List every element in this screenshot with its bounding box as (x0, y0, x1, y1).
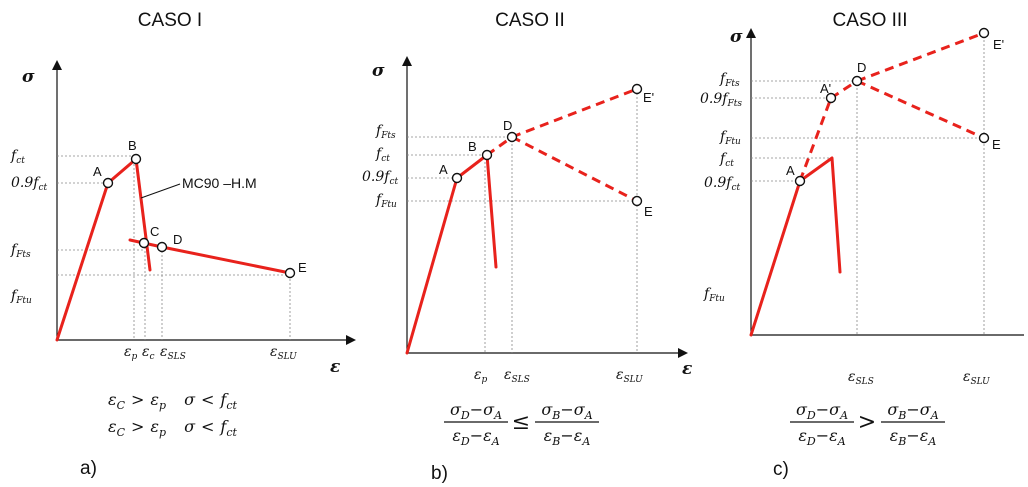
panel-1-xlabel-ec: εc (142, 344, 155, 362)
panel-2-point-e-prime: E' (643, 90, 654, 105)
panel-1-ylabel-fct: fct (10, 148, 25, 166)
panel-1-node-d (156, 241, 168, 253)
panel-3-point-a-prime: A' (820, 81, 831, 96)
panel-3-letter: c) (773, 459, 789, 480)
panel-1-node-b (130, 153, 142, 165)
panel-1-letter: a) (80, 458, 97, 479)
panel-2-curve-prepeak (405, 153, 498, 355)
panel-1-xlabel-ep: εp (124, 344, 138, 362)
panel-2-point-d: D (503, 118, 512, 133)
panel-1-curve-prepeak (55, 157, 152, 342)
panel-2-ylabel-fftu: fFtu (375, 192, 397, 210)
panel-3-y-arrow (746, 28, 756, 38)
panel-1-xlabel-esls: εSLS (160, 344, 186, 362)
panel-1-xlabel-eslu: εSLU (270, 344, 297, 362)
panel-3-dash-de (856, 79, 985, 140)
panel-2-rhs-num: σB−σA (541, 400, 592, 422)
panel-2-x-arrow (678, 348, 688, 358)
panel-3-title: CASO III (833, 10, 908, 31)
panel-2-xlabel-esls: εSLS (504, 367, 530, 385)
panel-1-curve-postcrack (128, 238, 292, 275)
panel-2-node-e (631, 195, 643, 207)
panel-3-xlabel-esls: εSLS (848, 369, 874, 387)
panel-2-lhs-den: εD−εA (452, 426, 499, 448)
panel-3-ylabel-fftu-low: fFtu (703, 286, 725, 304)
panel-3-inequality: σD−σA εD−εA > σB−σA εB−εA (790, 400, 945, 448)
panel-1-point-e: E (298, 260, 307, 275)
panel-2-point-a: A (439, 162, 448, 177)
panel-2-title: CASO II (495, 10, 565, 31)
panel-3-node-e-prime (978, 27, 990, 39)
panel-1-point-a: A (93, 164, 102, 179)
panel-caso-3: CASO III σ A A' D E' E fFts 0.9fFts fFtu… (700, 10, 1024, 480)
panel-3-node-e (978, 132, 990, 144)
panel-3-lhs-den: εD−εA (798, 426, 845, 448)
panel-2-epsilon-label: ε (682, 359, 692, 379)
panel-caso-2: CASO II σ ε A B D E' E fFts fct 0.9fct f… (362, 10, 692, 484)
panel-3-ylabel-ffts: fFts (719, 71, 740, 89)
panel-1-condition-1: εC > εp σ < fct (108, 390, 237, 412)
panel-3-ylabel-09fct: 0.9fct (704, 175, 740, 193)
panel-2-y-arrow (402, 56, 412, 66)
panel-2-ylabel-09fct: 0.9fct (362, 169, 398, 187)
panel-1-point-d: D (173, 232, 182, 247)
panel-2-operator: ≤ (512, 410, 530, 435)
panel-3-point-d: D (857, 60, 866, 75)
panel-2-dash-de-prime (511, 87, 638, 139)
panel-2-node-d (506, 131, 518, 143)
panel-2-dash-de (511, 135, 638, 203)
panel-3-rhs-den: εB−εA (890, 426, 937, 448)
panel-2-inequality: σD−σA εD−εA ≤ σB−σA εB−εA (444, 400, 599, 448)
panel-1-ylabel-fftu: fFtu (10, 288, 32, 306)
panel-3-operator: > (858, 410, 876, 435)
panel-3-node-a-prime (825, 92, 837, 104)
panel-3-ylabel-fct: fct (719, 151, 734, 169)
panel-1-x-arrow (346, 335, 356, 345)
panel-2-letter: b) (431, 463, 448, 484)
panel-1-ylabel-09fct: 0.9fct (11, 175, 47, 193)
panel-2-ylabel-fct: fct (375, 146, 390, 164)
panel-3-point-e: E (992, 137, 1001, 152)
panel-3-xlabel-eslu: εSLU (963, 369, 990, 387)
panel-1-annotation-leader (140, 183, 181, 199)
panel-2-sigma-label: σ (372, 61, 385, 81)
panel-3-dash-de-prime (856, 31, 985, 83)
panel-1-node-a (102, 177, 114, 189)
panel-1-condition-2: εC > εp σ < fct (108, 417, 237, 439)
panel-1-annotation: MC90 –H.M (182, 175, 257, 191)
panel-2-node-a (451, 172, 463, 184)
panel-2-ylabel-ffts: fFts (375, 123, 396, 141)
panel-3-ylabel-09ffts: 0.9fFts (700, 91, 742, 109)
panel-2-xlabel-ep: εp (474, 367, 488, 385)
panel-2-node-e-prime (631, 83, 643, 95)
panel-1-point-c: C (150, 224, 159, 239)
panel-1-title: CASO I (138, 10, 202, 31)
panel-1-ylabel-ffts: fFts (10, 242, 31, 260)
panel-3-point-a: A (786, 163, 795, 178)
panel-3-node-a (794, 175, 806, 187)
panel-2-point-b: B (468, 139, 477, 154)
panel-3-sigma-label: σ (730, 27, 743, 47)
panel-caso-1: CASO I σ ε A B C D E MC90 –H.M (10, 10, 356, 479)
panel-1-y-arrow (52, 60, 62, 70)
panel-3-node-d (851, 75, 863, 87)
panel-1-point-b: B (128, 138, 137, 153)
panel-1-epsilon-label: ε (330, 357, 340, 377)
panel-1-node-e (284, 267, 296, 279)
panel-3-curve-prepeak (749, 156, 842, 337)
panel-3-lhs-num: σD−σA (796, 400, 848, 422)
panel-3-point-e-prime: E' (993, 37, 1004, 52)
panel-2-node-b (481, 149, 493, 161)
panel-2-lhs-num: σD−σA (450, 400, 502, 422)
panel-2-xlabel-eslu: εSLU (616, 367, 643, 385)
panel-2-rhs-den: εB−εA (544, 426, 591, 448)
panel-2-point-e: E (644, 204, 653, 219)
panel-1-node-c (138, 237, 150, 249)
panel-3-rhs-num: σB−σA (887, 400, 938, 422)
panel-1-sigma-label: σ (22, 67, 35, 87)
panel-3-ylabel-fftu: fFtu (719, 129, 741, 147)
